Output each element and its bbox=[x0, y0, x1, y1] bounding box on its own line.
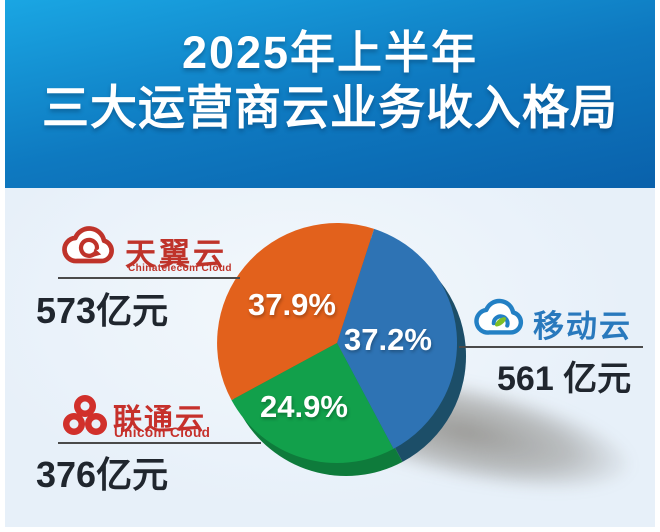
callout-line-chinatelecom bbox=[58, 277, 240, 279]
title-line-1: 2025年上半年 bbox=[181, 27, 479, 78]
knot-loop-right bbox=[85, 413, 108, 435]
percent-label-unicom: 24.9% bbox=[260, 389, 348, 424]
knot-glyph bbox=[63, 395, 108, 435]
callout-line-mobile bbox=[459, 346, 643, 348]
percent-label-chinatelecom: 37.9% bbox=[248, 287, 336, 322]
unicom-cloud-icon bbox=[63, 395, 108, 435]
chinatelecom-cloud-icon bbox=[62, 226, 114, 264]
pie-chart bbox=[217, 223, 467, 477]
operator-subtitle-unicom: Unicom Cloud bbox=[114, 425, 211, 440]
chart-area: 37.9% 37.2% 24.9% 天翼云 Chinatelecom Cloud… bbox=[5, 188, 655, 527]
title-line-2: 三大运营商云业务收入格局 bbox=[42, 81, 618, 134]
pie-slice-mobile bbox=[337, 228, 458, 449]
pie-slice-chinatelecom bbox=[217, 223, 375, 401]
operator-name-unicom: 联通云 bbox=[113, 404, 207, 436]
mobile-cloud-icon bbox=[474, 298, 524, 335]
value-label-unicom: 376亿元 bbox=[36, 454, 169, 495]
operator-name-mobile: 移动云 bbox=[533, 309, 632, 344]
title-banner: 2025年上半年 三大运营商云业务收入格局 bbox=[5, 0, 655, 188]
pie-slice-unicom bbox=[231, 343, 394, 464]
value-label-mobile: 561 亿元 bbox=[497, 360, 632, 398]
knot-loop-left bbox=[63, 413, 86, 435]
leaf-accent-icon bbox=[495, 317, 506, 327]
refresh-arrow-icon bbox=[78, 237, 100, 258]
percent-label-mobile: 37.2% bbox=[344, 322, 432, 357]
operator-subtitle-chinatelecom: Chinatelecom Cloud bbox=[128, 263, 232, 274]
cloud-outline bbox=[62, 226, 114, 264]
operator-name-chinatelecom: 天翼云 bbox=[125, 237, 227, 272]
refresh-arrowhead bbox=[91, 248, 102, 258]
pie-top-layer bbox=[217, 223, 458, 464]
callout-line-unicom bbox=[58, 442, 261, 444]
knot-loop-top bbox=[74, 395, 97, 417]
swirl-icon bbox=[491, 314, 510, 328]
value-label-chinatelecom: 573亿元 bbox=[36, 290, 169, 331]
